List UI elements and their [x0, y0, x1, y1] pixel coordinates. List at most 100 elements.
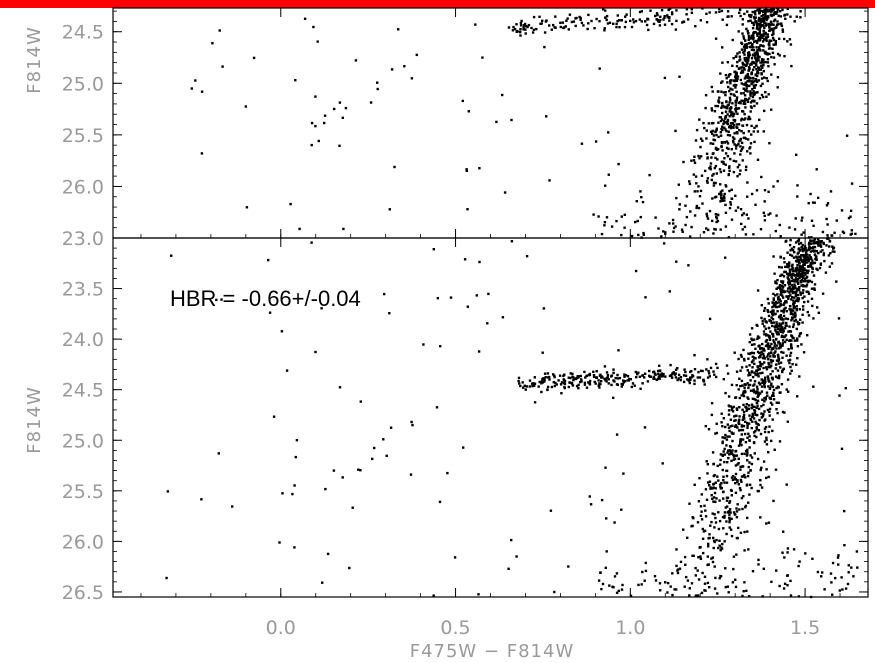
data-point — [731, 38, 734, 42]
data-point — [708, 586, 711, 589]
data-point — [737, 30, 740, 33]
data-point — [781, 285, 785, 288]
data-point — [728, 101, 731, 104]
data-point — [770, 382, 773, 385]
data-point — [562, 374, 565, 378]
data-point — [523, 22, 527, 26]
data-point — [741, 428, 745, 432]
data-point — [523, 384, 526, 387]
data-point — [712, 500, 715, 503]
data-point — [783, 340, 787, 344]
data-point — [674, 28, 678, 31]
data-point — [786, 420, 789, 423]
data-point — [717, 479, 720, 482]
data-point — [741, 507, 744, 511]
data-point — [801, 296, 804, 300]
data-point — [770, 73, 773, 76]
data-point — [801, 305, 805, 308]
data-point — [775, 214, 778, 217]
data-point — [640, 20, 643, 23]
data-point — [773, 351, 776, 355]
data-point — [728, 166, 731, 169]
data-point — [763, 307, 767, 310]
x-tick-label: 0.0 — [266, 617, 296, 639]
data-point — [221, 65, 224, 68]
data-point — [610, 383, 613, 387]
data-point — [278, 541, 281, 544]
data-point — [714, 37, 718, 40]
data-point — [797, 322, 800, 325]
data-point — [535, 27, 538, 31]
data-point — [699, 137, 703, 140]
data-point — [623, 226, 626, 229]
data-point — [710, 494, 713, 497]
data-point — [761, 398, 764, 401]
data-point — [710, 402, 714, 405]
data-point — [622, 472, 625, 475]
data-point — [735, 407, 738, 410]
data-point — [801, 278, 804, 282]
data-point — [802, 231, 805, 234]
data-point — [759, 372, 762, 375]
data-point — [770, 55, 773, 59]
data-point — [782, 587, 786, 590]
data-point — [673, 588, 676, 591]
data-point — [734, 75, 737, 78]
data-point — [648, 173, 651, 177]
data-point — [709, 142, 712, 145]
data-point — [746, 426, 749, 429]
data-point — [756, 40, 759, 43]
data-point — [726, 113, 729, 116]
data-point — [792, 278, 795, 281]
data-point — [803, 271, 807, 275]
data-point — [715, 172, 718, 175]
data-point — [720, 481, 723, 485]
data-point — [811, 270, 814, 274]
data-point — [797, 595, 801, 598]
data-point — [538, 380, 541, 384]
data-point — [849, 209, 853, 212]
data-point — [721, 454, 724, 457]
data-point — [727, 85, 730, 89]
data-point — [510, 240, 514, 243]
data-point — [735, 553, 738, 556]
data-point — [592, 374, 596, 377]
data-point — [776, 180, 779, 183]
data-point — [663, 16, 666, 19]
data-point — [753, 52, 757, 55]
data-point — [790, 369, 793, 372]
data-point — [745, 83, 749, 87]
data-point — [580, 21, 584, 25]
data-point — [740, 141, 744, 145]
data-point — [658, 369, 662, 372]
data-point — [764, 52, 767, 55]
data-point — [735, 454, 739, 457]
data-point — [580, 378, 583, 381]
data-point — [729, 418, 733, 421]
data-point — [588, 495, 591, 498]
data-point — [802, 276, 805, 279]
y-tick-label: 25.5 — [62, 125, 104, 147]
data-point — [726, 372, 730, 375]
data-point — [746, 29, 749, 33]
data-point — [723, 192, 726, 196]
data-point — [768, 410, 771, 413]
data-point — [749, 15, 752, 19]
data-point — [722, 169, 726, 172]
data-point — [756, 404, 759, 407]
data-point — [737, 483, 740, 486]
data-point — [700, 174, 704, 177]
data-point — [629, 594, 633, 598]
data-point — [750, 133, 753, 136]
data-point — [781, 331, 784, 334]
data-point — [737, 419, 741, 422]
data-point — [612, 586, 615, 589]
data-point — [739, 66, 742, 69]
data-point — [797, 272, 801, 275]
data-point — [752, 49, 756, 52]
data-point — [530, 382, 534, 385]
data-point — [785, 354, 788, 357]
data-point — [729, 157, 732, 161]
data-point — [789, 311, 793, 314]
data-point — [486, 322, 489, 325]
